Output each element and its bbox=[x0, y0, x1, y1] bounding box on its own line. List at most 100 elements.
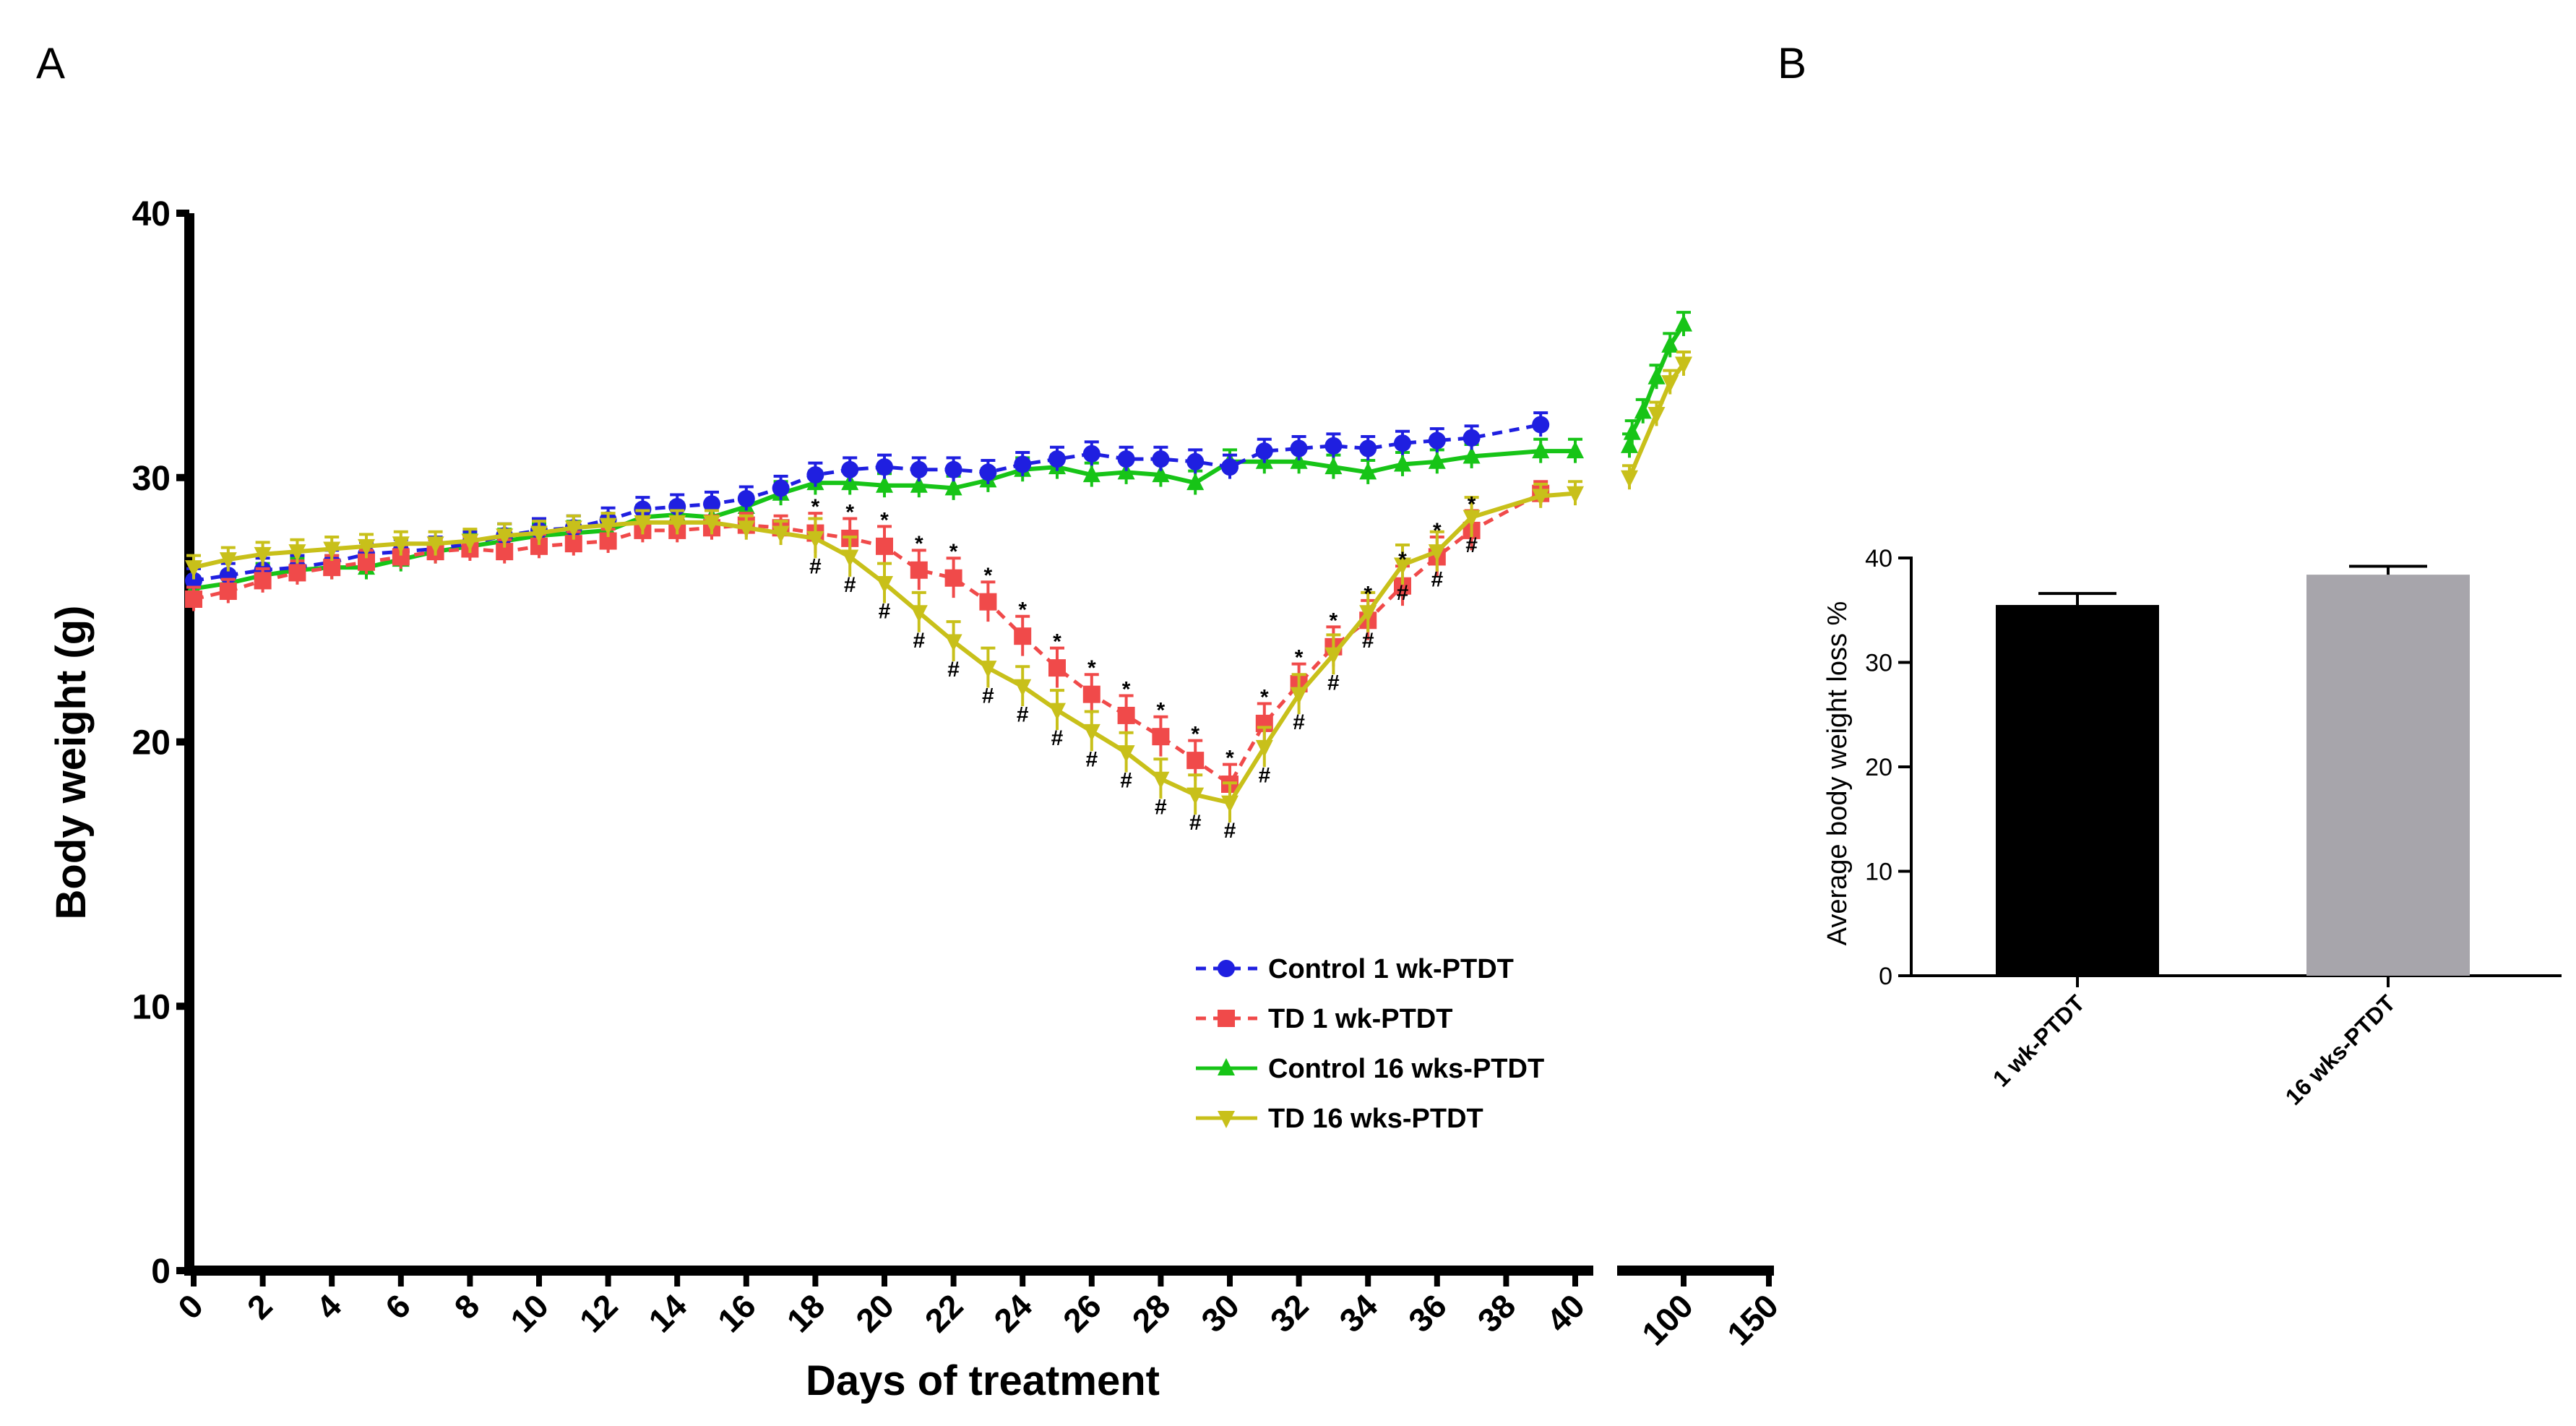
significance-star: * bbox=[1018, 598, 1027, 622]
significance-star: * bbox=[1053, 630, 1061, 654]
data-point bbox=[1428, 431, 1446, 450]
data-point bbox=[1048, 450, 1066, 468]
x-tick-label: 16 bbox=[710, 1287, 763, 1339]
x-tick-label: 0 bbox=[171, 1287, 210, 1326]
data-point bbox=[1324, 647, 1343, 665]
data-point bbox=[772, 525, 790, 544]
data-point bbox=[1324, 457, 1343, 475]
data-point bbox=[1221, 458, 1239, 476]
data-point bbox=[1014, 679, 1032, 697]
significance-hash: # bbox=[913, 629, 925, 653]
data-point bbox=[806, 531, 824, 549]
data-point bbox=[1463, 446, 1481, 464]
data-point bbox=[979, 661, 997, 679]
significance-star: * bbox=[1122, 677, 1131, 701]
x-tick-label: 18 bbox=[780, 1287, 832, 1339]
data-point bbox=[979, 593, 997, 611]
significance-hash: # bbox=[1017, 703, 1029, 726]
data-point bbox=[1221, 795, 1239, 813]
bar-category-label: 16 wks-PTDT bbox=[2280, 989, 2401, 1110]
significance-hash: # bbox=[1155, 795, 1167, 819]
significance-hash: # bbox=[1397, 581, 1409, 605]
x-axis-title: Days of treatment bbox=[806, 1357, 1160, 1404]
data-point bbox=[1428, 451, 1446, 469]
x-tick-label: 8 bbox=[447, 1287, 487, 1326]
data-point bbox=[1647, 366, 1666, 385]
x-tick-label: 150 bbox=[1720, 1287, 1785, 1352]
data-point bbox=[1324, 437, 1343, 455]
data-point bbox=[185, 572, 202, 590]
x-tick-label: 100 bbox=[1634, 1287, 1700, 1352]
significance-hash: # bbox=[1431, 568, 1443, 592]
data-point bbox=[392, 536, 410, 554]
y-tick-label: 10 bbox=[132, 988, 171, 1026]
bar-y-axis-title: Average body weight loss % bbox=[1822, 601, 1853, 946]
x-tick-label: 30 bbox=[1194, 1287, 1246, 1339]
data-point bbox=[1394, 434, 1411, 452]
panel-a-label: A bbox=[36, 39, 65, 87]
data-point bbox=[1623, 422, 1641, 440]
data-point bbox=[1186, 452, 1205, 471]
data-point bbox=[1675, 314, 1692, 332]
x-tick-label: 2 bbox=[240, 1287, 280, 1326]
data-point bbox=[461, 533, 479, 551]
legend-swatch-marker bbox=[1218, 1010, 1235, 1027]
significance-hash: # bbox=[844, 573, 856, 597]
chart-b-bars: 1 wk-PTDT 16 wks-PTDT bbox=[1988, 564, 2470, 1110]
bar-y-tick-label: 0 bbox=[1879, 963, 1892, 990]
significance-hash: # bbox=[1293, 710, 1305, 734]
legend-item-td_1wk: TD 1 wk-PTDT bbox=[1196, 1004, 1452, 1034]
significance-star: * bbox=[880, 508, 889, 532]
x-tick-label: 34 bbox=[1332, 1287, 1384, 1339]
data-point bbox=[1117, 745, 1135, 763]
data-point bbox=[358, 538, 375, 557]
bar-y-tick-label: 30 bbox=[1865, 650, 1892, 677]
data-point bbox=[668, 515, 686, 533]
significance-hash: # bbox=[879, 600, 891, 624]
data-point bbox=[1152, 465, 1170, 483]
significance-hash: # bbox=[1465, 533, 1478, 557]
series-td_16wk bbox=[185, 351, 1692, 823]
data-point bbox=[496, 528, 514, 546]
bar-1wk bbox=[1996, 605, 2159, 976]
data-point bbox=[944, 634, 962, 652]
data-point bbox=[1186, 752, 1205, 770]
x-tick-label: 10 bbox=[503, 1287, 556, 1339]
significance-star: * bbox=[1225, 746, 1234, 770]
significance-star: * bbox=[1295, 645, 1304, 669]
data-point bbox=[1621, 470, 1638, 488]
x-tick-label: 22 bbox=[918, 1287, 970, 1339]
data-point bbox=[703, 515, 720, 533]
data-point bbox=[564, 520, 582, 538]
x-tick-label: 26 bbox=[1056, 1287, 1108, 1339]
data-point bbox=[1567, 486, 1584, 504]
data-point bbox=[1152, 450, 1170, 468]
data-point bbox=[219, 552, 237, 570]
data-point bbox=[1359, 462, 1377, 480]
x-tick-label: 24 bbox=[986, 1287, 1039, 1339]
significance-hash: # bbox=[982, 684, 994, 708]
data-point bbox=[806, 466, 824, 484]
data-point bbox=[1082, 685, 1100, 703]
bar-16wk bbox=[2306, 575, 2470, 976]
legend-label: Control 1 wk-PTDT bbox=[1268, 954, 1514, 984]
series-control_1wk bbox=[185, 411, 1550, 593]
data-point bbox=[1290, 439, 1308, 458]
data-point bbox=[1186, 473, 1205, 491]
data-point bbox=[876, 475, 893, 493]
data-point bbox=[426, 536, 444, 554]
data-point bbox=[1634, 401, 1652, 419]
data-point bbox=[1082, 465, 1100, 483]
data-point bbox=[323, 559, 341, 577]
data-point bbox=[910, 475, 928, 493]
legend-swatch-marker bbox=[1218, 1111, 1235, 1128]
significance-star: * bbox=[915, 532, 923, 556]
weight-loss-bar-chart: 0 10 20 30 40 1 wk-PTDT 16 wks-PTDT Average b… bbox=[1822, 545, 2562, 1110]
data-point bbox=[841, 460, 859, 478]
data-point bbox=[1532, 441, 1550, 459]
significance-star: * bbox=[1468, 492, 1476, 516]
data-point bbox=[1661, 375, 1679, 393]
significance-star: * bbox=[845, 500, 854, 524]
